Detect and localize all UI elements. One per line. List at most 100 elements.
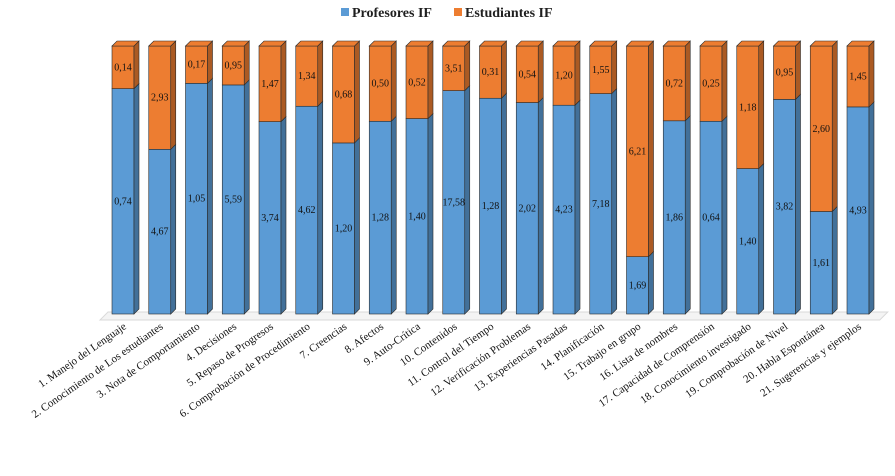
bars-group: 0,74 0,14 4,67 2,93 1,05 0,17 5,59 0,95 3,74 1,47… [111, 40, 875, 315]
bar-14-planificacion: 7,18 1,55 [589, 40, 618, 315]
bar-segment-estudiantes [625, 40, 655, 258]
legend-swatch-profesores [341, 8, 349, 16]
data-label-profesores: 1,69 [629, 280, 647, 291]
data-label-estudiantes: 0,25 [702, 79, 720, 90]
bar-segment-profesores [699, 115, 728, 315]
bar-17-capacidad-de-comprension: 0,64 0,25 [699, 40, 728, 315]
bar-segment-estudiantes [442, 40, 471, 92]
bar-segment-estudiantes [148, 40, 177, 151]
data-label-profesores: 17,58 [443, 197, 466, 208]
data-label-profesores: 1,20 [335, 223, 353, 234]
data-label-estudiantes: 1,55 [592, 65, 610, 76]
data-label-estudiantes: 1,45 [849, 71, 867, 82]
data-label-estudiantes: 1,18 [739, 102, 757, 113]
data-label-profesores: 4,93 [849, 205, 867, 216]
legend-swatch-estudiantes [454, 8, 462, 16]
bar-segment-estudiantes [515, 40, 544, 104]
bar-segment-estudiantes [368, 40, 397, 123]
data-label-profesores: 4,23 [555, 205, 573, 216]
data-label-estudiantes: 0,52 [408, 77, 426, 88]
data-label-profesores: 0,74 [114, 196, 132, 207]
data-label-estudiantes: 1,20 [555, 71, 573, 82]
data-label-estudiantes: 0,17 [188, 60, 206, 71]
bar-10-contenidos: 17,58 3,51 [442, 40, 471, 315]
legend-label-profesores: Profesores IF [352, 6, 432, 21]
data-label-profesores: 1,28 [482, 201, 500, 212]
bar-segment-estudiantes [478, 40, 508, 99]
bar-segment-profesores [295, 100, 324, 315]
data-label-estudiantes: 0,31 [482, 67, 500, 78]
data-label-estudiantes: 0,50 [372, 79, 390, 90]
bar-segment-profesores [185, 77, 213, 315]
bar-segment-estudiantes [258, 40, 287, 123]
bar-13-experiencias-pasadas: 4,23 1,20 [552, 40, 581, 315]
bar-segment-profesores [589, 87, 618, 315]
bar-9-auto-critica: 1,40 0,52 [405, 40, 434, 315]
bar-segment-profesores [332, 137, 360, 315]
bar-segment-estudiantes [221, 40, 250, 86]
bar-segment-estudiantes [552, 40, 581, 106]
data-label-profesores: 5,59 [225, 194, 243, 205]
bar-segment-estudiantes [772, 40, 802, 101]
data-label-profesores: 3,82 [776, 202, 794, 213]
legend-item-estudiantes: Estudiantes IF [454, 6, 553, 21]
bar-segment-profesores [479, 92, 507, 315]
data-label-profesores: 3,74 [261, 213, 279, 224]
data-label-profesores: 1,28 [372, 213, 390, 224]
bar-segment-estudiantes [295, 40, 324, 107]
data-label-profesores: 1,05 [188, 194, 206, 205]
data-label-estudiantes: 2,93 [151, 93, 169, 104]
data-label-estudiantes: 0,95 [225, 60, 243, 71]
bar-8-afectos: 1,28 0,50 [368, 40, 397, 315]
data-label-profesores: 1,86 [666, 212, 684, 223]
data-label-profesores: 0,64 [702, 213, 720, 224]
data-label-estudiantes: 2,60 [813, 124, 831, 135]
legend-label-estudiantes: Estudiantes IF [465, 6, 553, 21]
bar-21-sugerencias-y-ejemplos: 4,93 1,45 [846, 40, 875, 315]
bar-4-decisiones: 5,59 0,95 [221, 40, 250, 315]
bar-segment-profesores [736, 162, 765, 315]
data-label-profesores: 1,40 [739, 236, 757, 247]
data-label-estudiantes: 0,68 [335, 89, 353, 100]
bar-segment-estudiantes [405, 40, 434, 120]
bar-segment-estudiantes [846, 40, 875, 108]
data-label-estudiantes: 0,54 [519, 69, 537, 80]
data-label-profesores: 4,62 [298, 205, 316, 216]
bar-18-conocimiento-investigado: 1,40 1,18 [736, 40, 765, 315]
bar-11-control-del-tiempo: 1,28 0,31 [478, 40, 508, 315]
bar-segment-estudiantes [699, 40, 728, 123]
bar-2-conocimiento-de-los-estudiantes: 4,67 2,93 [148, 40, 177, 315]
bar-6-comprobacion-de-procedimiento: 4,62 1,34 [295, 40, 324, 315]
data-label-profesores: 1,61 [813, 258, 831, 269]
bar-segment-profesores [662, 115, 691, 315]
bar-7-creencias: 1,20 0,68 [331, 40, 361, 315]
bar-segment-estudiantes [736, 40, 765, 170]
data-label-estudiantes: 0,95 [776, 68, 794, 79]
bar-3-nota-de-comportamiento: 1,05 0,17 [184, 40, 214, 315]
bar-segment-estudiantes [809, 40, 838, 213]
bar-12-verificacion-problemas: 2,02 0,54 [515, 40, 544, 315]
bar-segment-profesores [148, 143, 177, 315]
bar-segment-estudiantes [589, 40, 618, 95]
bar-segment-estudiantes [184, 40, 214, 85]
data-label-profesores: 2,02 [519, 203, 537, 214]
bar-20-habla-espontanea: 1,61 2,60 [809, 40, 838, 315]
bar-segment-estudiantes [331, 40, 361, 144]
bar-segment-profesores [221, 79, 250, 315]
bar-segment-estudiantes [662, 40, 691, 122]
bar-16-lista-de-nombres: 1,86 0,72 [662, 40, 691, 315]
bar-19-comprobacion-de-nivel: 3,82 0,95 [772, 40, 802, 315]
data-label-profesores: 7,18 [592, 199, 610, 210]
data-label-estudiantes: 0,14 [114, 62, 132, 73]
legend-item-profesores: Profesores IF [341, 6, 432, 21]
data-label-estudiantes: 3,51 [445, 63, 463, 74]
data-label-estudiantes: 6,21 [629, 146, 647, 157]
bar-segment-estudiantes [111, 40, 140, 90]
data-label-profesores: 1,40 [408, 211, 426, 222]
bar-segment-profesores [442, 84, 471, 315]
bar-1-manejo-del-lenguaje: 0,74 0,14 [111, 40, 140, 315]
data-label-estudiantes: 1,47 [261, 79, 279, 90]
bar-segment-profesores [773, 93, 801, 315]
